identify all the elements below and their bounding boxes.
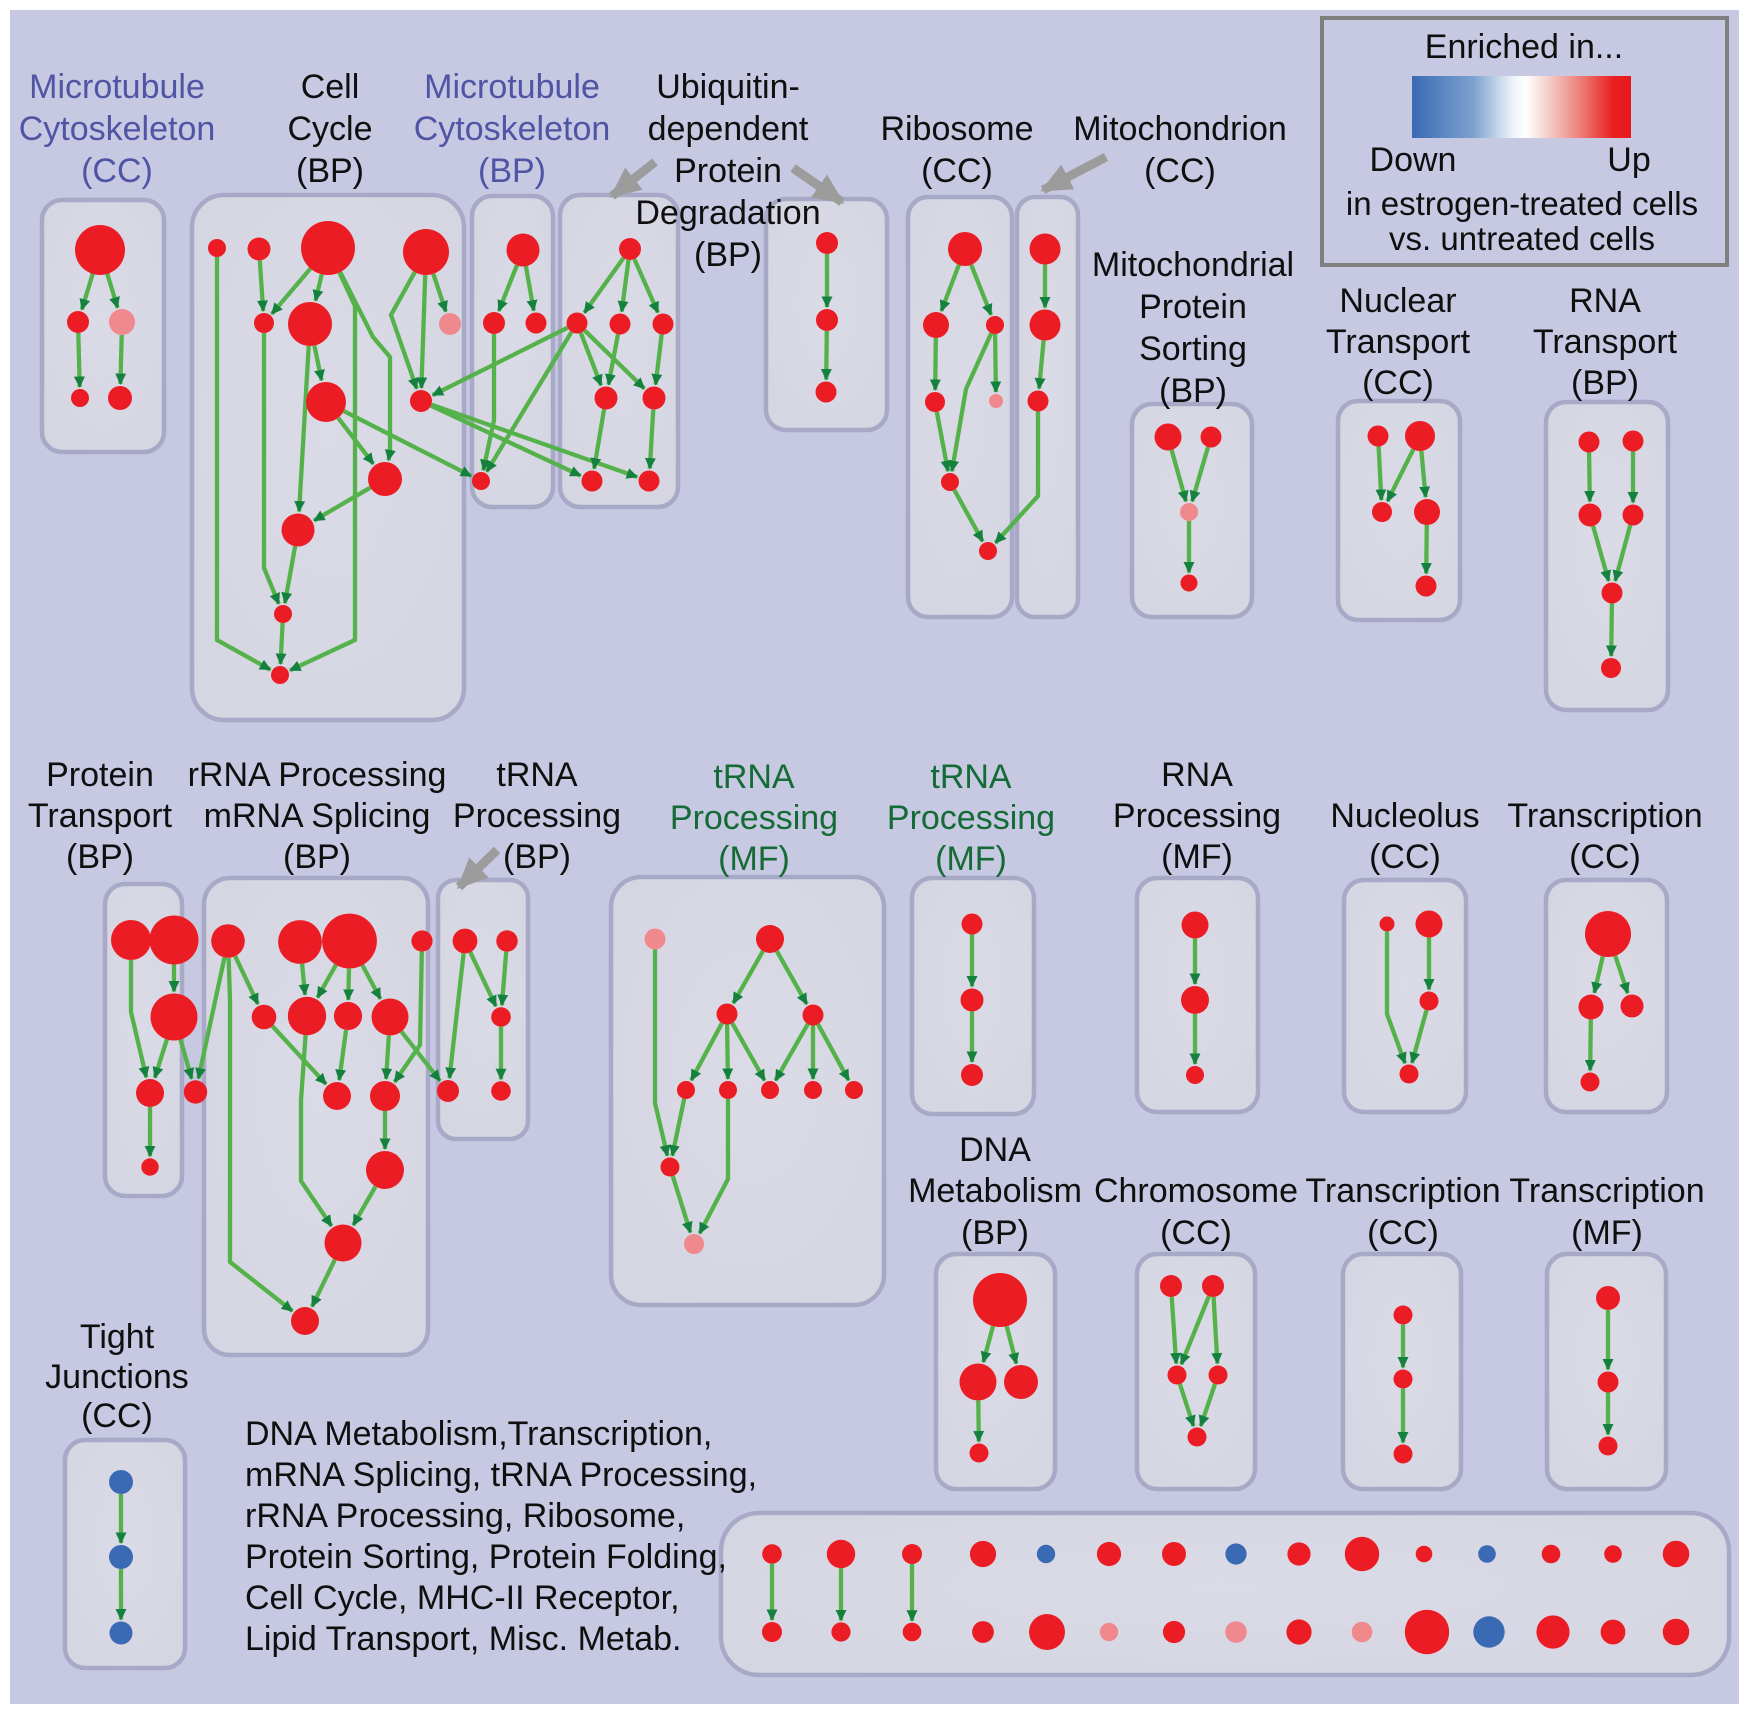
svg-text:(CC): (CC) xyxy=(1369,838,1441,876)
svg-text:Protein: Protein xyxy=(46,756,154,794)
svg-text:Protein: Protein xyxy=(674,152,782,190)
svg-text:Tight: Tight xyxy=(80,1318,155,1356)
svg-text:RNA: RNA xyxy=(1569,282,1641,320)
svg-text:Nuclear: Nuclear xyxy=(1339,282,1456,320)
svg-text:tRNA: tRNA xyxy=(496,756,578,794)
svg-text:(BP): (BP) xyxy=(1571,364,1639,402)
svg-text:(MF): (MF) xyxy=(1571,1214,1643,1252)
svg-text:rRNA Processing, Ribosome,: rRNA Processing, Ribosome, xyxy=(245,1497,685,1535)
svg-text:(CC): (CC) xyxy=(1362,364,1434,402)
svg-text:Processing: Processing xyxy=(670,799,838,837)
svg-text:Protein Sorting, Protein Foldi: Protein Sorting, Protein Folding, xyxy=(245,1538,727,1576)
svg-text:Processing: Processing xyxy=(453,797,621,835)
svg-text:(BP): (BP) xyxy=(66,838,134,876)
svg-text:RNA: RNA xyxy=(1161,756,1233,794)
svg-text:Metabolism: Metabolism xyxy=(908,1172,1082,1210)
svg-text:Cytoskeleton: Cytoskeleton xyxy=(19,110,216,148)
svg-text:Cell Cycle, MHC-II Receptor,: Cell Cycle, MHC-II Receptor, xyxy=(245,1579,680,1617)
svg-text:in estrogen-treated cells: in estrogen-treated cells xyxy=(1346,185,1698,222)
svg-text:Down: Down xyxy=(1370,141,1457,179)
svg-text:Chromosome: Chromosome xyxy=(1094,1172,1298,1210)
svg-text:Ubiquitin-: Ubiquitin- xyxy=(656,68,800,106)
svg-text:(BP): (BP) xyxy=(503,838,571,876)
svg-text:Ribosome: Ribosome xyxy=(880,110,1033,148)
svg-text:Degradation: Degradation xyxy=(635,194,820,232)
svg-text:Protein: Protein xyxy=(1139,288,1247,326)
svg-text:(MF): (MF) xyxy=(1161,838,1233,876)
svg-text:(CC): (CC) xyxy=(1569,838,1641,876)
svg-text:Transcription: Transcription xyxy=(1305,1172,1500,1210)
svg-text:Mitochondrial: Mitochondrial xyxy=(1092,246,1294,284)
svg-text:tRNA: tRNA xyxy=(713,758,795,796)
svg-text:Transport: Transport xyxy=(1326,323,1471,361)
svg-text:Cell: Cell xyxy=(301,68,360,106)
svg-text:DNA: DNA xyxy=(959,1131,1031,1169)
svg-text:Nucleolus: Nucleolus xyxy=(1330,797,1479,835)
svg-text:(BP): (BP) xyxy=(1159,372,1227,410)
svg-text:Up: Up xyxy=(1607,141,1650,179)
svg-text:Cycle: Cycle xyxy=(287,110,372,148)
svg-text:(CC): (CC) xyxy=(81,1397,153,1435)
svg-text:vs. untreated cells: vs. untreated cells xyxy=(1389,220,1655,257)
svg-text:Transcription: Transcription xyxy=(1509,1172,1704,1210)
svg-text:(BP): (BP) xyxy=(478,152,546,190)
svg-text:(CC): (CC) xyxy=(1160,1214,1232,1252)
svg-text:Transport: Transport xyxy=(28,797,173,835)
svg-text:Mitochondrion: Mitochondrion xyxy=(1073,110,1287,148)
svg-text:(BP): (BP) xyxy=(296,152,364,190)
svg-text:(CC): (CC) xyxy=(1367,1214,1439,1252)
svg-text:(BP): (BP) xyxy=(283,838,351,876)
svg-text:(MF): (MF) xyxy=(935,840,1007,878)
svg-text:tRNA: tRNA xyxy=(930,758,1012,796)
svg-text:mRNA Splicing, tRNA Processing: mRNA Splicing, tRNA Processing, xyxy=(245,1456,757,1494)
svg-text:Cytoskeleton: Cytoskeleton xyxy=(414,110,611,148)
svg-text:Processing: Processing xyxy=(1113,797,1281,835)
svg-text:(CC): (CC) xyxy=(1144,152,1216,190)
svg-text:(CC): (CC) xyxy=(81,152,153,190)
svg-text:Enriched in...: Enriched in... xyxy=(1425,28,1623,66)
svg-text:(BP): (BP) xyxy=(961,1214,1029,1252)
svg-text:Microtubule: Microtubule xyxy=(29,68,205,106)
svg-text:(CC): (CC) xyxy=(921,152,993,190)
svg-text:dependent: dependent xyxy=(648,110,809,148)
svg-text:Microtubule: Microtubule xyxy=(424,68,600,106)
svg-text:mRNA Splicing: mRNA Splicing xyxy=(204,797,431,835)
svg-text:(BP): (BP) xyxy=(694,236,762,274)
svg-text:Transport: Transport xyxy=(1533,323,1678,361)
svg-text:Lipid Transport, Misc. Metab.: Lipid Transport, Misc. Metab. xyxy=(245,1620,682,1658)
svg-text:Processing: Processing xyxy=(887,799,1055,837)
svg-text:Junctions: Junctions xyxy=(45,1358,189,1396)
svg-text:Transcription: Transcription xyxy=(1507,797,1702,835)
svg-text:Sorting: Sorting xyxy=(1139,330,1247,368)
svg-text:(MF): (MF) xyxy=(718,840,790,878)
svg-text:rRNA Processing: rRNA Processing xyxy=(188,756,447,794)
svg-text:DNA Metabolism,Transcription,: DNA Metabolism,Transcription, xyxy=(245,1415,712,1453)
